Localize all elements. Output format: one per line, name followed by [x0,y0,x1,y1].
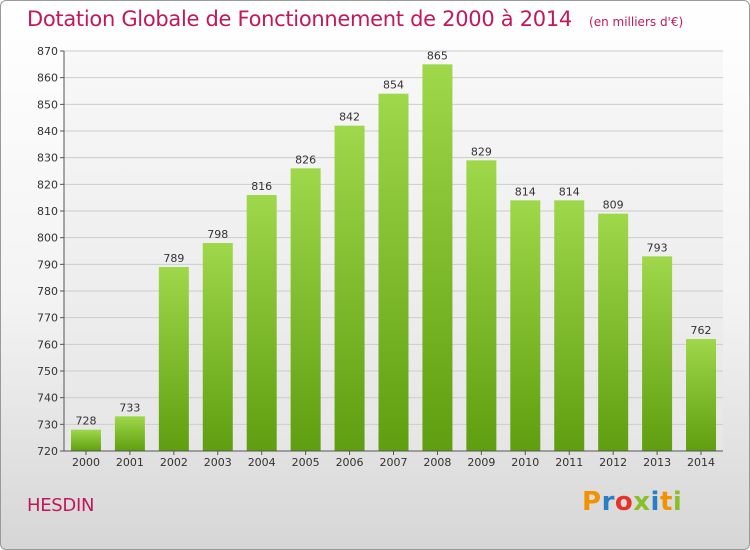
bar [510,200,541,451]
chart-title: Dotation Globale de Fonctionnement de 20… [27,7,572,31]
y-tick-label: 760 [37,338,58,351]
data-label: 789 [163,252,184,265]
bar [422,64,453,452]
y-tick-label: 840 [37,125,58,138]
data-label: 762 [691,324,712,337]
x-tick-label: 2002 [160,456,188,469]
y-tick-label: 850 [37,98,58,111]
logo-letter: o [614,487,634,517]
data-label: 865 [427,49,448,62]
data-label: 733 [119,401,140,414]
data-label: 829 [471,145,492,158]
logo-letter: i [650,487,660,517]
y-tick-label: 770 [37,312,58,325]
bar [202,243,233,451]
bar [334,125,365,452]
proxiti-logo: Proxiti [582,487,682,517]
logo-letter: P [582,487,602,517]
y-tick-label: 860 [37,72,58,85]
logo-letter: t [659,487,673,517]
y-tick-label: 750 [37,365,58,378]
x-tick-label: 2004 [248,456,276,469]
x-tick-label: 2006 [336,456,364,469]
data-label: 728 [75,415,96,428]
y-tick-label: 800 [37,232,58,245]
x-tick-label: 2001 [116,456,144,469]
x-tick-label: 2007 [380,456,408,469]
y-tick-label: 830 [37,152,58,165]
logo-letter: i [672,487,683,517]
data-label: 814 [559,185,580,198]
y-tick-label: 740 [37,392,58,405]
data-label: 809 [603,199,624,212]
x-tick-label: 2005 [292,456,320,469]
y-tick-label: 810 [37,205,58,218]
data-label: 798 [207,228,228,241]
title-line: Dotation Globale de Fonctionnement de 20… [27,7,683,31]
y-tick-label: 780 [37,285,58,298]
bar [290,168,321,452]
bar [554,200,585,451]
commune-name: HESDIN [27,495,95,516]
x-tick-label: 2000 [72,456,100,469]
bar [114,416,145,451]
data-label: 793 [647,241,668,254]
data-label: 854 [383,79,404,92]
bar [70,429,101,451]
x-tick-label: 2010 [511,456,539,469]
y-tick-label: 790 [37,258,58,271]
bar [642,256,673,451]
y-tick-label: 730 [37,418,58,431]
x-tick-label: 2014 [687,456,715,469]
x-tick-label: 2009 [467,456,495,469]
bar [378,93,409,452]
bar [598,213,629,451]
bar [466,160,497,452]
y-tick-label: 720 [37,445,58,458]
data-label: 816 [251,180,272,193]
x-tick-label: 2011 [555,456,583,469]
data-label: 814 [515,185,536,198]
x-tick-label: 2003 [204,456,232,469]
chart-subtitle: (en milliers d'€) [589,15,684,29]
data-label: 842 [339,111,360,124]
y-tick-label: 820 [37,178,58,191]
bar [246,195,277,451]
y-tick-label: 870 [37,45,58,58]
x-tick-label: 2012 [599,456,627,469]
logo-letter: x [633,487,651,517]
data-label: 826 [295,153,316,166]
logo-letter: r [601,487,615,517]
bar [686,339,717,451]
x-tick-label: 2013 [643,456,671,469]
x-tick-label: 2008 [423,456,451,469]
bar [158,267,189,451]
